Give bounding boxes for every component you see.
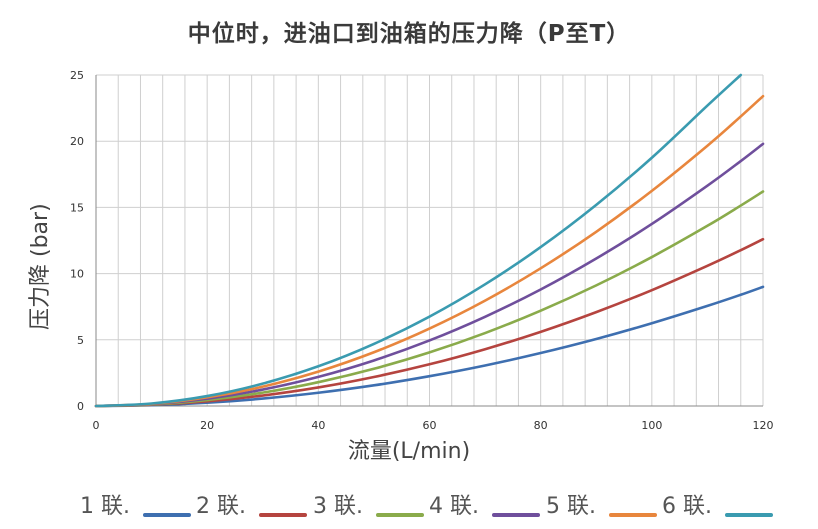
series-line-2	[94, 237, 765, 408]
legend-swatch	[143, 513, 191, 517]
y-tick-label: 0	[77, 400, 84, 413]
x-axis-label: 流量(L/min)	[347, 439, 471, 464]
y-tick-label: 20	[70, 135, 84, 148]
legend-label: 2 联.	[196, 494, 246, 519]
x-tick-label: 20	[200, 419, 214, 432]
legend-swatch	[259, 513, 307, 517]
chart-title: 中位时，进油口到油箱的压力降（P至T）	[187, 21, 631, 47]
y-tick-label: 10	[70, 268, 84, 281]
legend-label: 3 联.	[313, 494, 363, 519]
legend-swatch	[609, 513, 657, 517]
series-line-6	[94, 73, 743, 408]
legend-swatch	[725, 513, 773, 517]
x-tick-label: 80	[534, 419, 548, 432]
x-tick-label: 0	[93, 419, 100, 432]
series-line-5	[94, 94, 765, 408]
x-tick-label: 40	[311, 419, 325, 432]
series-line-1	[94, 285, 765, 408]
y-tick-label: 25	[70, 69, 84, 82]
x-tick-label: 60	[423, 419, 437, 432]
x-tick-label: 120	[753, 419, 774, 432]
y-tick-label: 5	[77, 334, 84, 347]
legend-label: 4 联.	[429, 494, 479, 519]
y-axis-label: 压力降 (bar)	[28, 203, 53, 330]
legend-swatch	[376, 513, 424, 517]
legend: 1 联. 2 联. 3 联. 4 联. 5 联. 6 联.	[0, 488, 818, 522]
x-tick-label: 100	[641, 419, 662, 432]
series-line-3	[94, 190, 765, 408]
legend-swatch	[492, 513, 540, 517]
legend-label: 6 联.	[662, 494, 712, 519]
series-line-4	[94, 142, 765, 408]
legend-label: 1 联.	[80, 494, 130, 519]
legend-label: 5 联.	[546, 494, 596, 519]
y-tick-label: 15	[70, 201, 84, 214]
